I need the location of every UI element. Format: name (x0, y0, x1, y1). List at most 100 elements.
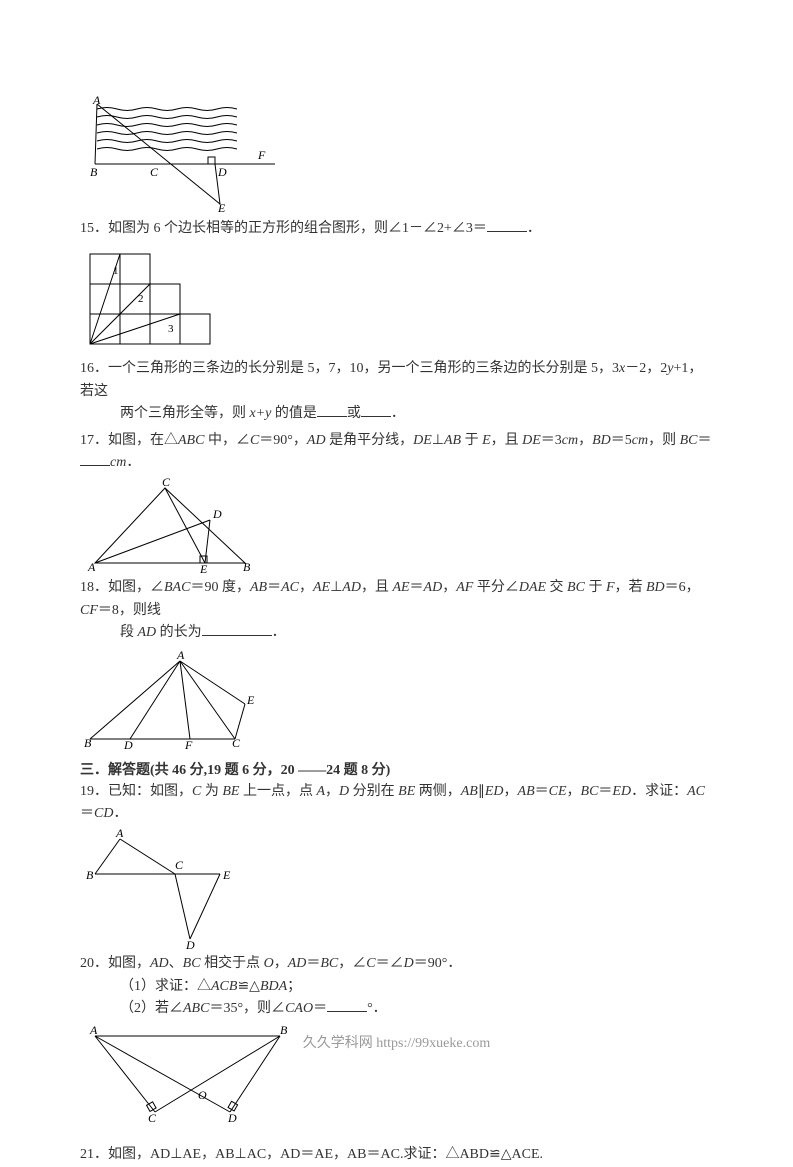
q19-tb: 为 (201, 784, 222, 799)
q20-s2b: ＝35°，则∠ (209, 1001, 285, 1016)
q20-eq2: ＝∠ (376, 956, 404, 971)
q16-tb: －2，2 (625, 361, 667, 376)
q18-AD2: AD (424, 580, 443, 595)
f17-C: C (162, 478, 171, 489)
q17-E: E (482, 433, 491, 448)
question-15: 15．如图为 6 个边长相等的正方形的组合图形，则∠1－∠2+∠3＝ ． (80, 218, 713, 240)
q18-tb: ＝90 度， (190, 580, 250, 595)
q17-te: ⊥ (432, 433, 444, 448)
q19-ta: 已知：如图， (108, 784, 192, 799)
q19-suffix: ． (113, 806, 127, 821)
f19-D: D (185, 938, 195, 949)
question-16: 16．一个三角形的三条边的长分别是 5，7，10，另一个三角形的三条边的长分别是… (80, 358, 713, 425)
q18-tk: ＝8，则线 (98, 603, 161, 618)
q18-tf: 平分∠ (473, 580, 519, 595)
q17-AB: AB (444, 433, 461, 448)
q20-C: C (366, 956, 375, 971)
q17-tg: ，且 (491, 433, 523, 448)
f17-A: A (87, 560, 96, 573)
q19-tc: 上一点，点 (239, 784, 316, 799)
q19-te: 分别在 (349, 784, 398, 799)
q20-s2c: ＝ (313, 1001, 327, 1016)
q20-td: ， (274, 956, 288, 971)
q20-O: O (264, 956, 274, 971)
f18-A: A (176, 649, 185, 662)
q20-BC2: BC (320, 956, 338, 971)
q17-cm3: cm (110, 455, 126, 470)
q19-ti: ．求证： (631, 784, 687, 799)
f18-B: B (84, 736, 92, 749)
f17-D: D (212, 507, 222, 521)
figure-15: 1 2 3 (80, 244, 713, 354)
f17-E: E (199, 562, 208, 573)
q15-suffix: ． (527, 221, 541, 236)
q18-number: 18． (80, 580, 108, 595)
q17-tc: ＝90°， (259, 433, 307, 448)
label-D: D (217, 165, 227, 179)
q18-AB: AB (250, 580, 267, 595)
q18-CF: CF (80, 603, 98, 618)
q19-BC: BC (581, 784, 599, 799)
q19-td: ， (325, 784, 339, 799)
q17-ABC: ABC (178, 433, 204, 448)
q17-tb: 中，∠ (204, 433, 250, 448)
q17-tk: ，则 (648, 433, 680, 448)
q20-ABC: ABC (183, 1001, 209, 1016)
q18-perp: ⊥ (330, 580, 342, 595)
label-angle3: 3 (168, 323, 174, 335)
q16-blank2 (361, 403, 391, 417)
label-B: B (90, 165, 98, 179)
f18-C: C (232, 736, 241, 749)
question-19: 19．已知：如图，C 为 BE 上一点，点 A，D 分别在 BE 两侧，AB∥E… (80, 781, 713, 826)
q18-AE: AE (313, 580, 330, 595)
q19-ED: ED (485, 784, 504, 799)
q19-AC2: AC (687, 784, 705, 799)
q18-AE2: AE (392, 580, 409, 595)
q19-CD: CD (94, 806, 113, 821)
f20-O: O (198, 1088, 207, 1102)
q16-number: 16． (80, 361, 108, 376)
f18-E: E (246, 693, 255, 707)
q17-th: ＝3 (541, 433, 562, 448)
question-21: 21．如图，AD⊥AE，AB⊥AC，AD＝AE，AB＝AC.求证：△ABD≌△A… (80, 1144, 713, 1166)
q18-suffix: ． (272, 625, 286, 640)
figure-18: A B C D E F (80, 649, 713, 749)
question-20: 20．如图，AD、BC 相交于点 O，AD＝BC，∠C＝∠D＝90°． （1）求… (80, 953, 713, 1020)
f17-B: B (243, 560, 251, 573)
q19-AB: AB (461, 784, 478, 799)
q18-BD: BD (646, 580, 665, 595)
q17-tf: 于 (461, 433, 482, 448)
q16-ta: 一个三角形的三条边的长分别是 5，7，10，另一个三角形的三条边的长分别是 5，… (108, 361, 619, 376)
q15-blank (487, 218, 527, 232)
q18-ti: ，若 (615, 580, 647, 595)
section-3-title: 三．解答题(共 46 分,19 题 6 分，20 ——24 题 8 分) (80, 759, 713, 779)
q20-ACB: ACB (211, 979, 237, 994)
q15-text: 如图为 6 个边长相等的正方形的组合图形，则∠1－∠2+∠3＝ (108, 221, 487, 236)
q20-number: 20． (80, 956, 108, 971)
q17-BC: BC (680, 433, 698, 448)
q17-tj: ＝5 (611, 433, 632, 448)
q18-eq1: ＝ (267, 580, 281, 595)
figure-17: A B C D E (80, 478, 713, 573)
label-F: F (257, 148, 266, 162)
q18-AF: AF (456, 580, 473, 595)
q17-C: C (250, 433, 259, 448)
q17-td: 是角平分线， (326, 433, 414, 448)
q17-DE2: DE (522, 433, 541, 448)
q15-number: 15． (80, 221, 108, 236)
q18-te: ， (442, 580, 456, 595)
q17-number: 17． (80, 433, 108, 448)
q21-number: 21． (80, 1147, 108, 1162)
q19-C: C (192, 784, 201, 799)
q18-AD3: AD (138, 625, 157, 640)
document-content: A B C D E F 15．如图为 6 个边长相等的正方形的组合图形，则∠1－… (80, 94, 713, 1167)
q20-tf: ＝90°． (414, 956, 462, 971)
q19-number: 19． (80, 784, 108, 799)
q19-ED2: ED (612, 784, 631, 799)
q18-td: ，且 (361, 580, 393, 595)
q20-s1a: （1）求证：△ (120, 979, 211, 994)
q18-eq2: ＝ (410, 580, 424, 595)
f19-E: E (222, 868, 231, 882)
q17-cm1: cm (562, 433, 578, 448)
f20-D: D (227, 1111, 237, 1124)
